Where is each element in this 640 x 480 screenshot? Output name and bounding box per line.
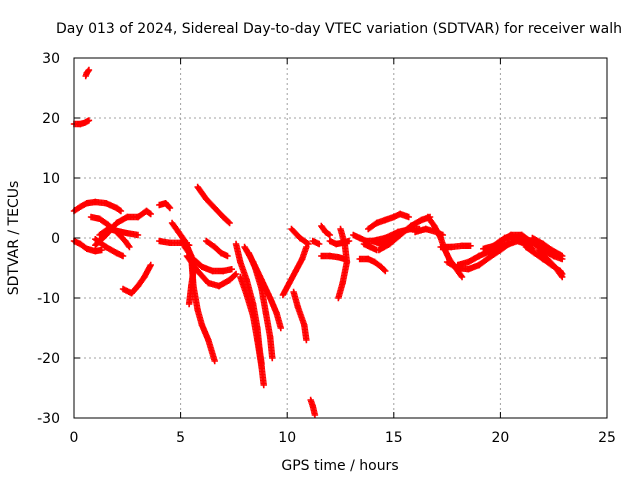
series-s24	[307, 396, 319, 419]
data-point	[558, 272, 565, 279]
series-s14	[183, 252, 240, 290]
data-point	[185, 242, 193, 249]
x-axis-ticks: 0 5 10 15 20 25	[70, 58, 616, 446]
series-s42	[488, 231, 566, 263]
data-point	[260, 381, 267, 389]
series-s01	[70, 117, 93, 128]
x-tick-label: 25	[598, 430, 616, 446]
data-point	[165, 203, 173, 211]
data-point	[147, 210, 154, 218]
y-tick-label: 10	[42, 171, 60, 187]
x-tick-label: 15	[385, 430, 403, 446]
series-s03	[70, 198, 125, 215]
data-point	[147, 261, 154, 269]
y-tick-label: -10	[37, 291, 60, 307]
data-point	[126, 243, 133, 251]
series-s45	[535, 246, 566, 281]
series-s08	[119, 261, 154, 297]
series-s40	[454, 239, 513, 269]
data-point	[225, 218, 232, 226]
series-s07	[92, 236, 127, 260]
data-point	[134, 231, 142, 239]
series-s46	[96, 225, 142, 239]
data-point	[439, 231, 447, 239]
series-s38	[437, 242, 474, 251]
data-point	[467, 242, 474, 249]
data-point	[559, 273, 566, 281]
data-point	[335, 294, 342, 302]
x-tick-label: 10	[278, 430, 296, 446]
x-tick-label: 5	[176, 430, 185, 446]
data-point	[405, 213, 412, 221]
data-point	[326, 231, 334, 239]
y-axis-ticks: -30 -20 -10 0 10 20 30	[37, 51, 607, 427]
data-point	[269, 354, 276, 362]
data-point	[211, 357, 218, 365]
data-point	[505, 239, 513, 246]
data-point	[559, 252, 566, 260]
series-s21	[279, 243, 310, 299]
y-tick-label: 0	[51, 231, 60, 247]
data-point	[228, 266, 235, 273]
series-s33	[365, 210, 412, 233]
data-point	[303, 336, 310, 344]
y-tick-label: 20	[42, 111, 60, 127]
data-point	[119, 252, 127, 260]
data-point	[226, 219, 233, 227]
series-s18	[237, 273, 267, 389]
series-s04	[70, 237, 105, 255]
series-s12	[194, 183, 233, 227]
data-point	[232, 270, 240, 278]
series-s29	[335, 225, 351, 302]
data-point	[98, 246, 105, 254]
series-s37	[411, 225, 447, 239]
x-tick-label: 20	[491, 430, 509, 446]
x-tick-label: 0	[70, 430, 79, 446]
data-point	[277, 324, 285, 332]
data-point	[85, 66, 93, 74]
series-s15	[190, 255, 235, 275]
series-s16	[202, 237, 231, 260]
data-point	[311, 411, 319, 419]
series-s09	[156, 200, 174, 212]
series-s20	[245, 249, 276, 362]
series-s44	[529, 234, 566, 260]
data-point	[458, 273, 466, 281]
data-point	[315, 240, 323, 248]
data-point	[85, 117, 93, 124]
series-s26	[318, 222, 334, 239]
data-point	[125, 242, 132, 249]
series-s28	[326, 237, 353, 248]
y-tick-label: -20	[37, 351, 60, 367]
data-point	[381, 266, 388, 274]
data-point	[166, 204, 174, 212]
data-point	[117, 207, 125, 215]
y-tick-label: 30	[42, 51, 60, 67]
series-s32	[356, 255, 389, 275]
chart-title: Day 013 of 2024, Sidereal Day-to-day VTE…	[56, 21, 622, 37]
data-point	[457, 272, 465, 279]
data-point	[304, 239, 311, 247]
x-axis-label: GPS time / hours	[281, 458, 398, 474]
series-s22	[290, 288, 310, 344]
data-points	[70, 66, 566, 419]
data-point	[382, 267, 389, 275]
series-s02	[82, 66, 93, 80]
series-s25	[309, 237, 323, 248]
data-point	[231, 271, 239, 279]
data-point	[224, 252, 231, 260]
y-tick-label: -30	[37, 411, 60, 427]
data-point	[305, 240, 312, 248]
data-point	[185, 300, 193, 308]
series-s23	[288, 225, 312, 248]
series-s13	[156, 237, 193, 249]
y-axis-label: SDTVAR / TECUs	[6, 181, 22, 296]
series-s27	[318, 252, 348, 263]
